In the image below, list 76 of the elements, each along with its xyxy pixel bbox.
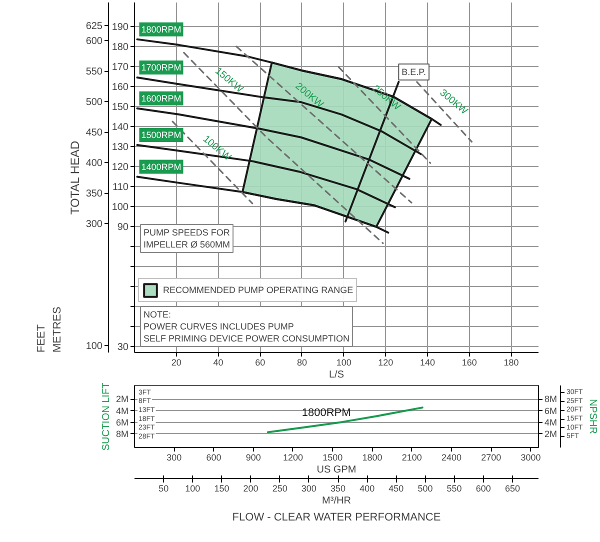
y-tick-label: 110 bbox=[112, 182, 129, 193]
x2-tick-label: 250 bbox=[272, 484, 288, 494]
x-tick-label: 300 bbox=[166, 452, 182, 462]
text: FLOW - CLEAR WATER PERFORMANCE bbox=[232, 512, 441, 524]
x2-tick-label: 600 bbox=[476, 484, 491, 494]
line-series bbox=[266, 406, 424, 434]
x2-tick-label: 50 bbox=[158, 484, 169, 494]
y-tick-label: 2M bbox=[544, 428, 558, 439]
x2-tick-label: 450 bbox=[388, 484, 404, 494]
x-tick-label: 1500 bbox=[322, 452, 343, 462]
text: METRES bbox=[52, 306, 64, 352]
x-tick-label: 2700 bbox=[481, 452, 502, 462]
y-tick-label: 140 bbox=[112, 122, 129, 133]
series-label: 1500RPM bbox=[141, 130, 182, 140]
x-tick-label: 100 bbox=[336, 358, 352, 368]
y-tick-label: 180 bbox=[112, 42, 129, 53]
y-tick-label: 170 bbox=[112, 62, 129, 73]
series-label: 1400RPM bbox=[141, 162, 182, 172]
x-tick-label: 1800 bbox=[362, 452, 382, 462]
x-tick-label: 160 bbox=[462, 358, 477, 368]
x-tick-label: 20 bbox=[171, 358, 182, 368]
x-axis-title: US GPM bbox=[316, 464, 356, 476]
y-tick-label: 4M bbox=[544, 417, 558, 428]
y2-axis-title: TOTAL HEAD bbox=[68, 140, 82, 215]
y2-tick-label: 100 bbox=[86, 341, 103, 352]
y2-tick-label: 350 bbox=[86, 188, 103, 200]
text: FEET bbox=[36, 324, 48, 352]
x2-tick-label: 550 bbox=[446, 484, 462, 494]
y-tick-label: 30 bbox=[117, 342, 129, 353]
x2-tick-label: 650 bbox=[504, 484, 520, 494]
x2-tick-label: 150 bbox=[214, 484, 230, 494]
y-tick-label: 160 bbox=[112, 82, 129, 93]
annotation: NOTE: POWER CURVES INCLUDES PUMP SELF PRIMING DEVICE POWER CONSUMPTION bbox=[144, 310, 350, 344]
y2-tick-label: 550 bbox=[86, 66, 103, 78]
x-tick-label: 600 bbox=[206, 452, 222, 462]
x2-tick-label: 350 bbox=[330, 484, 346, 494]
y-tick-label: 90 bbox=[117, 222, 129, 233]
y-tick-label: 8M bbox=[544, 394, 558, 404]
x2-tick-label: 300 bbox=[301, 484, 316, 494]
legend-label: RECOMMENDED PUMP OPERATING RANGE bbox=[163, 285, 354, 295]
y2-tick-label: 625 bbox=[86, 20, 103, 32]
y-tick-label: 6M bbox=[544, 406, 558, 416]
x2-axis-title: M³/HR bbox=[322, 496, 351, 506]
x-tick-label: 140 bbox=[420, 358, 436, 368]
y2-axis-title: NPSHR bbox=[586, 399, 598, 434]
annotation: B.E.P. bbox=[402, 66, 426, 77]
x-axis-title: L/S bbox=[328, 370, 344, 380]
series-label: 1800RPM bbox=[141, 24, 182, 34]
x-tick-label: 3000 bbox=[520, 452, 541, 462]
x-tick-label: 1200 bbox=[282, 452, 304, 462]
y2-tick-label: 500 bbox=[86, 97, 103, 108]
x2-tick-label: 500 bbox=[418, 484, 433, 494]
x2-tick-label: 100 bbox=[185, 484, 200, 494]
series-label: 1600RPM bbox=[141, 93, 182, 104]
x-tick-label: 180 bbox=[504, 358, 519, 368]
y-tick-label: 190 bbox=[112, 22, 129, 33]
x2-tick-label: 400 bbox=[360, 484, 375, 494]
x-tick-label: 60 bbox=[255, 358, 266, 368]
x-tick-label: 900 bbox=[246, 452, 261, 462]
y-tick-label: 100 bbox=[112, 202, 129, 213]
y2-tick-label: 450 bbox=[86, 128, 103, 139]
x-tick-label: 2400 bbox=[441, 452, 462, 462]
y2-tick-label: 600 bbox=[86, 36, 103, 48]
series-label: 1800RPM bbox=[302, 407, 351, 420]
x-tick-label: 40 bbox=[213, 358, 224, 368]
y-tick-label: 150 bbox=[112, 102, 129, 113]
y2-tick-label: 400 bbox=[86, 158, 103, 170]
x-tick-label: 2100 bbox=[402, 452, 422, 462]
y2-tick-label: 300 bbox=[86, 219, 103, 230]
annotation: PUMP SPEEDS FOR IMPELLER Ø 560MM bbox=[144, 228, 230, 250]
x-tick-label: 120 bbox=[378, 358, 394, 368]
x2-tick-label: 200 bbox=[243, 484, 258, 494]
x-tick-label: 80 bbox=[296, 358, 307, 368]
series-label: 1700RPM bbox=[141, 62, 182, 73]
y-tick-label: 130 bbox=[112, 142, 129, 153]
y-tick-label: 120 bbox=[112, 162, 129, 173]
